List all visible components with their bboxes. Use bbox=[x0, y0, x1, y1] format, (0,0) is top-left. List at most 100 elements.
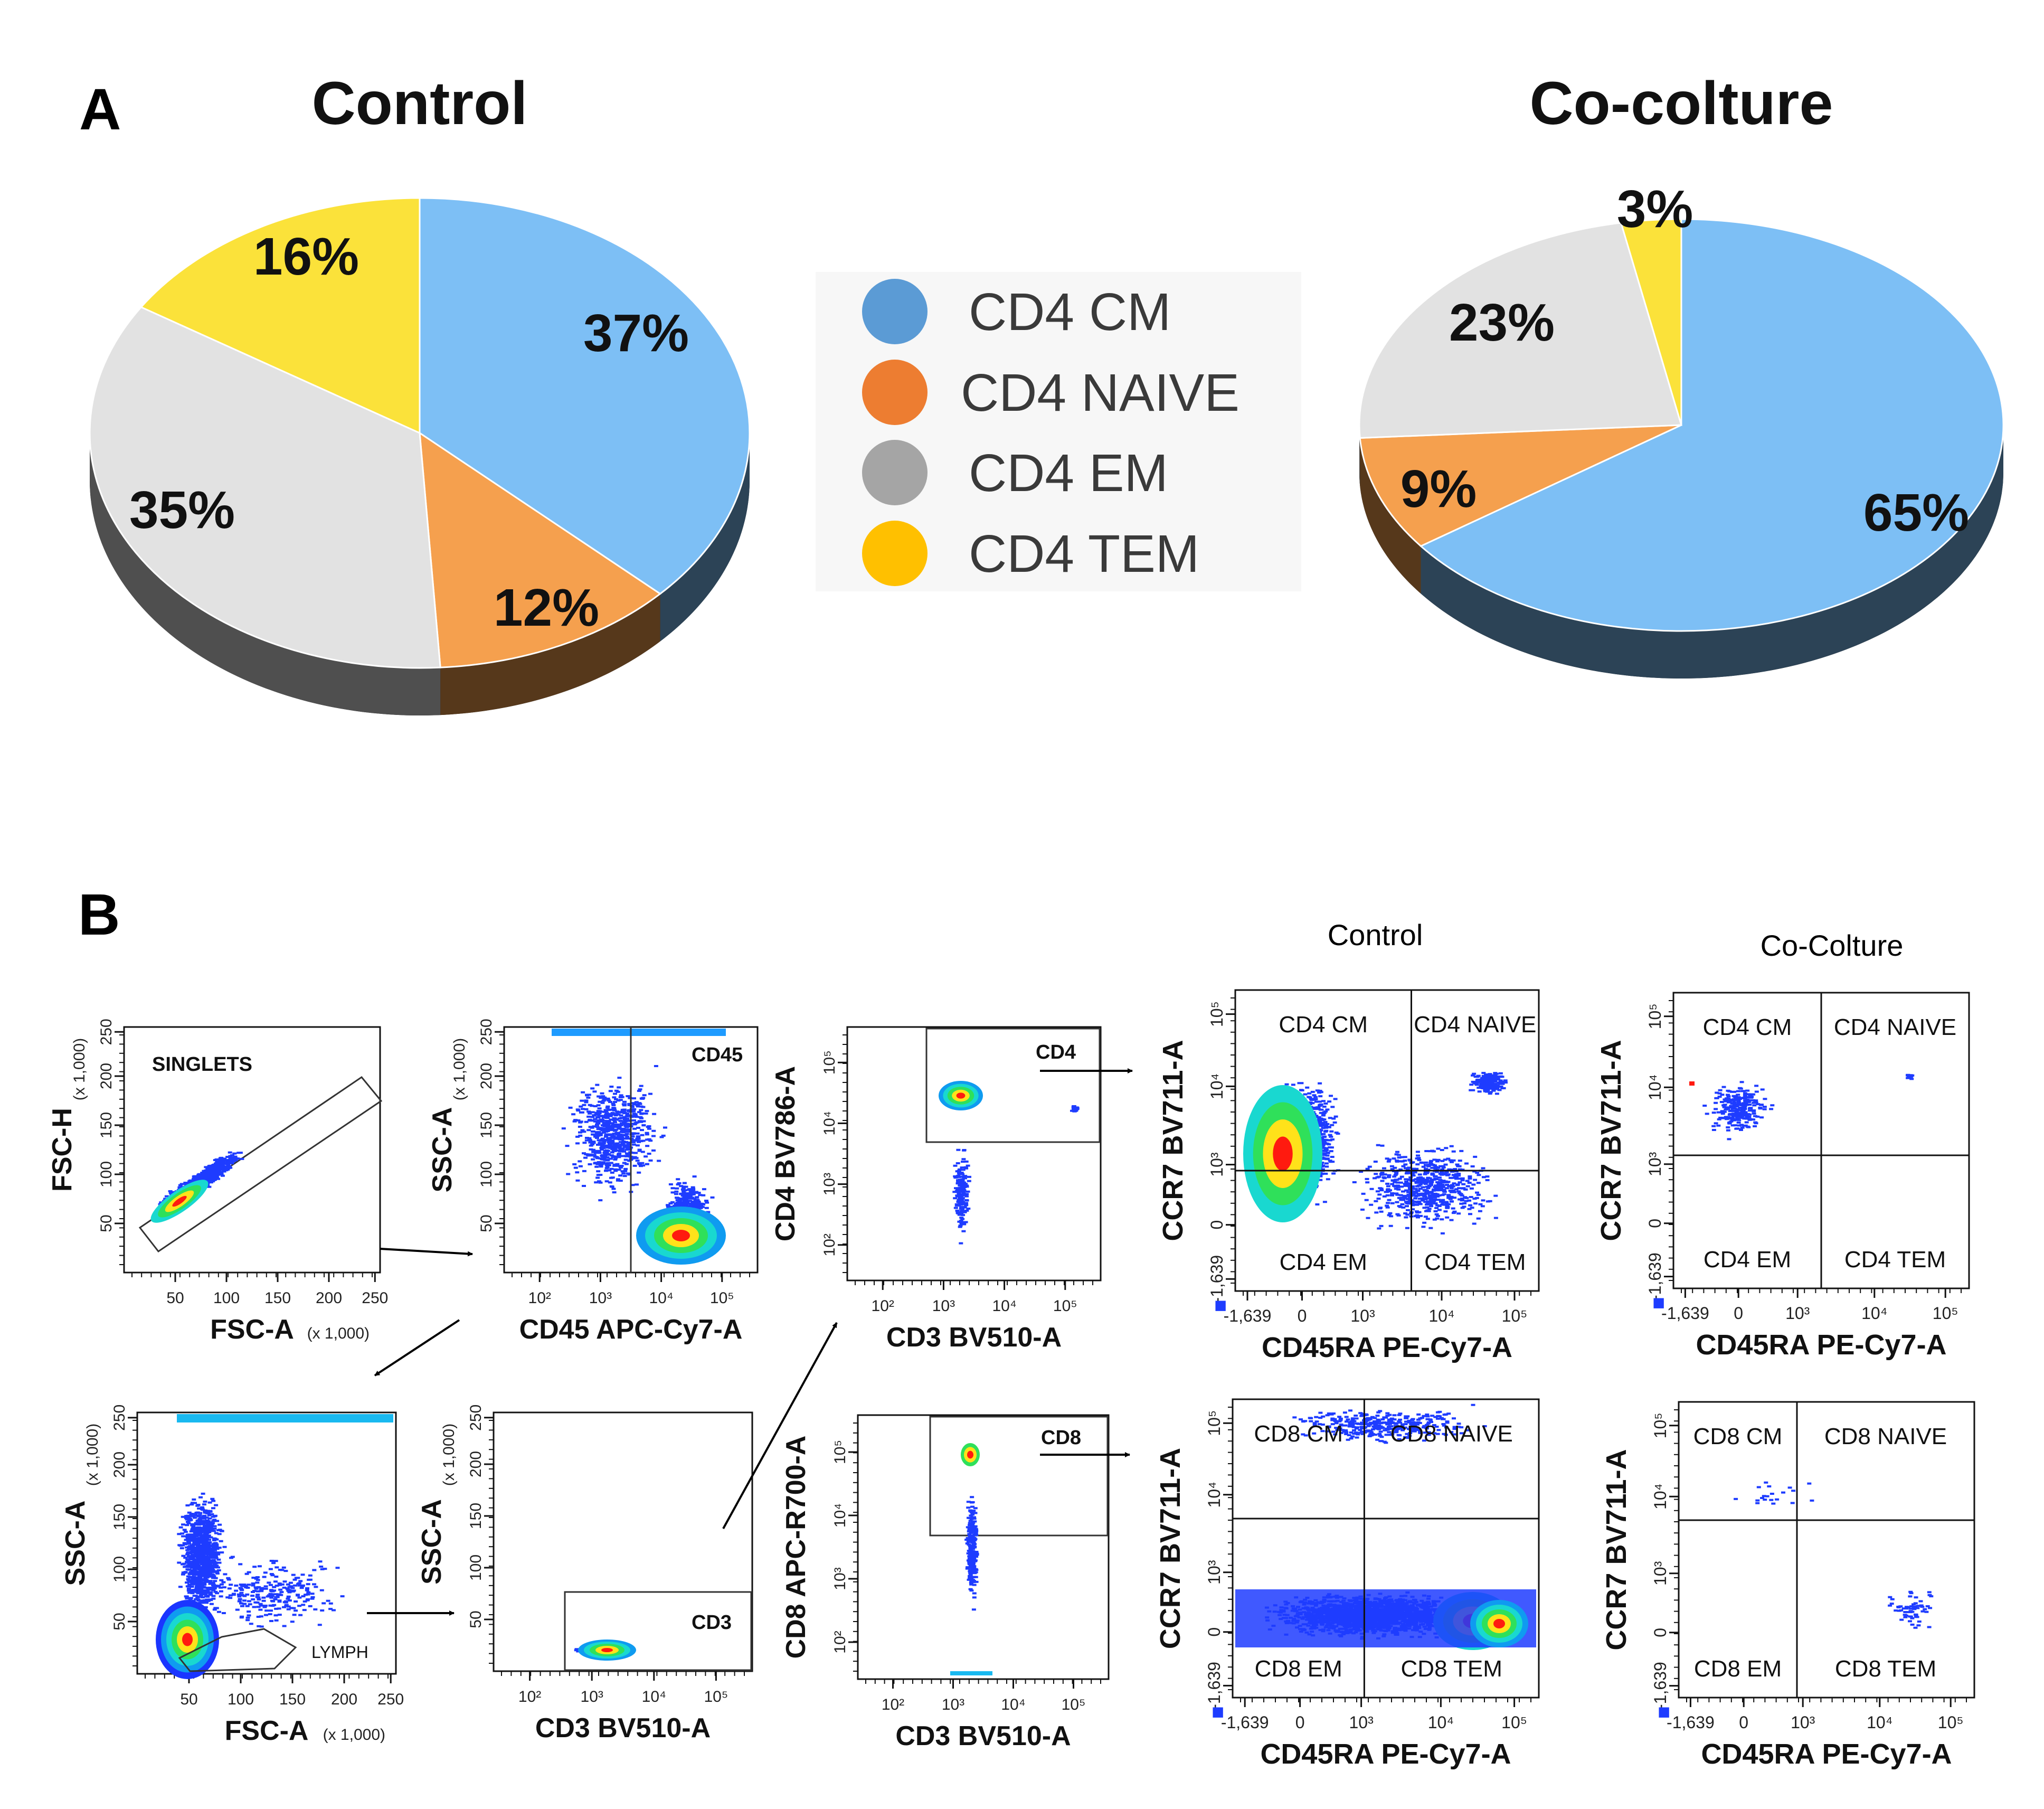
y-tick-label: 250 bbox=[467, 1405, 485, 1431]
x-tick-label: 10² bbox=[882, 1696, 904, 1713]
x-tick-label: 10⁴ bbox=[642, 1688, 666, 1706]
pie-side-0 bbox=[660, 433, 750, 642]
m-icon: ■ bbox=[1652, 1291, 1665, 1314]
quadrant-label: CD4 CM bbox=[1279, 1012, 1368, 1038]
y-tick-label: 10⁵ bbox=[831, 1440, 849, 1464]
x-tick-label: 10⁴ bbox=[992, 1297, 1016, 1315]
x-tick-label: 10³ bbox=[932, 1297, 955, 1315]
pie-value-label: 9% bbox=[1400, 459, 1477, 519]
y-tick-label: 200 bbox=[478, 1063, 495, 1089]
plot-cd45: 10² 10³ 10⁴ 10⁵ 50 100 150 200 250 CD45 APC-Cy7-A… bbox=[427, 1019, 759, 1345]
m-icon: ■ bbox=[1658, 1700, 1670, 1723]
x-axis-label: CD3 BV510-A bbox=[895, 1721, 1071, 1751]
legend-label: CD4 CM bbox=[969, 282, 1171, 342]
y-axis-label: CCR7 BV711-A bbox=[1157, 1040, 1189, 1241]
x-tick-label: 10⁵ bbox=[1938, 1713, 1964, 1732]
density-contour bbox=[1273, 1136, 1293, 1171]
pie-side-0 bbox=[1421, 425, 2003, 679]
y-tick-label: 10⁵ bbox=[821, 1050, 838, 1075]
x-tick-label: -1,639 bbox=[1667, 1713, 1715, 1732]
y-tick-label: -1,639 bbox=[1205, 1662, 1224, 1710]
x-tick-label: 10⁵ bbox=[1062, 1696, 1086, 1713]
y-tick-label: 50 bbox=[98, 1214, 115, 1232]
quadrant-label: CD8 TEM bbox=[1835, 1656, 1936, 1682]
quadrant-label: CD4 TEM bbox=[1844, 1247, 1946, 1273]
legend-label: CD4 EM bbox=[969, 444, 1168, 503]
x-tick-label: 0 bbox=[1739, 1713, 1748, 1732]
y-tick-label: 0 bbox=[1645, 1219, 1664, 1228]
pie-title: Control bbox=[312, 70, 528, 137]
saturation-band bbox=[177, 1414, 393, 1422]
y-tick-label: 10⁵ bbox=[1645, 1003, 1664, 1029]
event-dots bbox=[1070, 1105, 1080, 1113]
plot-cd8: 10² 10³ 10⁴ 10⁵ 10² 10³ 10⁴ 10⁵ CD3 BV510-A CD8 A… bbox=[781, 1414, 1110, 1751]
x-tick-label: 10³ bbox=[1791, 1713, 1815, 1732]
pie-value-label: 65% bbox=[1863, 483, 1969, 542]
y-tick-label: 10⁵ bbox=[1651, 1412, 1670, 1438]
gate-singlets bbox=[138, 1076, 383, 1253]
event-dots bbox=[964, 1496, 979, 1611]
x-tick-label: 100 bbox=[228, 1691, 254, 1708]
x-tick-label: 10⁵ bbox=[1933, 1304, 1958, 1323]
quadrant-label: CD4 CM bbox=[1703, 1014, 1792, 1040]
x-tick-label: 50 bbox=[166, 1289, 184, 1307]
legend: CD4 CM CD4 NAIVE CD4 EM CD4 TEM bbox=[816, 272, 1301, 591]
quadrant-label: CD4 TEM bbox=[1424, 1249, 1526, 1275]
y-tick-label: 10³ bbox=[1207, 1152, 1226, 1177]
y-tick-label: 100 bbox=[467, 1554, 485, 1581]
y-tick-label: 10³ bbox=[821, 1173, 838, 1195]
y-tick-label: 10⁴ bbox=[1645, 1075, 1664, 1100]
column-title-coculture: Co-Colture bbox=[1761, 929, 1904, 962]
quadrant-label: CD8 NAIVE bbox=[1824, 1424, 1947, 1449]
x-tick-label: 10⁴ bbox=[1001, 1696, 1025, 1713]
density-contour bbox=[956, 1092, 966, 1099]
y-tick-label: 50 bbox=[467, 1610, 485, 1628]
pie-chart-coculture: 65% 9% 23% 3% Co-colture bbox=[1358, 70, 2004, 679]
plot-cd4: 10² 10³ 10⁴ 10⁵ 10² 10³ 10⁴ 10⁵ CD3 BV510-A CD4 B… bbox=[770, 1026, 1102, 1353]
x-tick-label: 10⁵ bbox=[710, 1289, 734, 1307]
pie-side-2 bbox=[90, 433, 441, 715]
plot-singlets: 50 100 150 200 250 50 100 150 200 250 FSC-A FSC-H (x… bbox=[47, 1019, 388, 1345]
x-tick-label: 10⁵ bbox=[1502, 1306, 1528, 1325]
arrow-cd45-to-lymph bbox=[374, 1319, 460, 1377]
x-tick-label: 50 bbox=[180, 1691, 197, 1708]
gate-cd8 bbox=[929, 1416, 1109, 1537]
x-tick-label: -1,639 bbox=[1661, 1304, 1709, 1323]
y-axis-label: CD8 APC-R700-A bbox=[781, 1436, 811, 1659]
gate-lymph bbox=[178, 1628, 297, 1672]
quadrant-label: CD8 EM bbox=[1255, 1656, 1342, 1682]
y-axis-label: CCR7 BV711-A bbox=[1595, 1040, 1627, 1241]
y-tick-label: 150 bbox=[478, 1112, 495, 1138]
quadrant-label: CD8 CM bbox=[1254, 1421, 1343, 1447]
x-tick-label: 10⁴ bbox=[1428, 1306, 1454, 1325]
x-axis-label: FSC-A bbox=[225, 1716, 309, 1746]
event-dots bbox=[203, 1556, 345, 1628]
x-tick-label: 10³ bbox=[1785, 1304, 1810, 1323]
y-tick-label: 10³ bbox=[1651, 1561, 1670, 1586]
pie-side-1 bbox=[440, 593, 660, 715]
x-unit-label: (x 1,000) bbox=[323, 1726, 385, 1744]
y-tick-label: 250 bbox=[478, 1019, 495, 1045]
x-tick-label: 150 bbox=[279, 1691, 306, 1708]
x-tick-label: 0 bbox=[1298, 1306, 1307, 1325]
y-tick-label: 100 bbox=[478, 1161, 495, 1188]
legend-item-cd4-tem: CD4 TEM bbox=[862, 521, 1199, 586]
y-axis-label: SSC-A bbox=[427, 1107, 458, 1193]
pie-slice-cd4-tem bbox=[1620, 218, 1682, 426]
y-tick-label: 10⁴ bbox=[1207, 1073, 1226, 1099]
y-axis-label: CCR7 BV711-A bbox=[1155, 1448, 1186, 1649]
y-unit-label: (x 1,000) bbox=[440, 1424, 458, 1486]
legend-label: CD4 TEM bbox=[969, 524, 1199, 583]
y-tick-label: 150 bbox=[111, 1504, 128, 1530]
y-tick-label: 10² bbox=[821, 1233, 838, 1256]
x-axis-label: FSC-A bbox=[210, 1314, 294, 1345]
x-tick-label: 10³ bbox=[581, 1688, 603, 1706]
legend-swatch bbox=[862, 279, 928, 344]
arrow-cd3-to-cd4cd8 bbox=[722, 1322, 838, 1529]
x-tick-label: 10² bbox=[528, 1289, 551, 1307]
x-tick-label: 10³ bbox=[942, 1696, 964, 1713]
gating-arrows bbox=[367, 1068, 1133, 1616]
y-tick-label: 250 bbox=[98, 1019, 115, 1045]
pie-title: Co-colture bbox=[1530, 70, 1833, 137]
